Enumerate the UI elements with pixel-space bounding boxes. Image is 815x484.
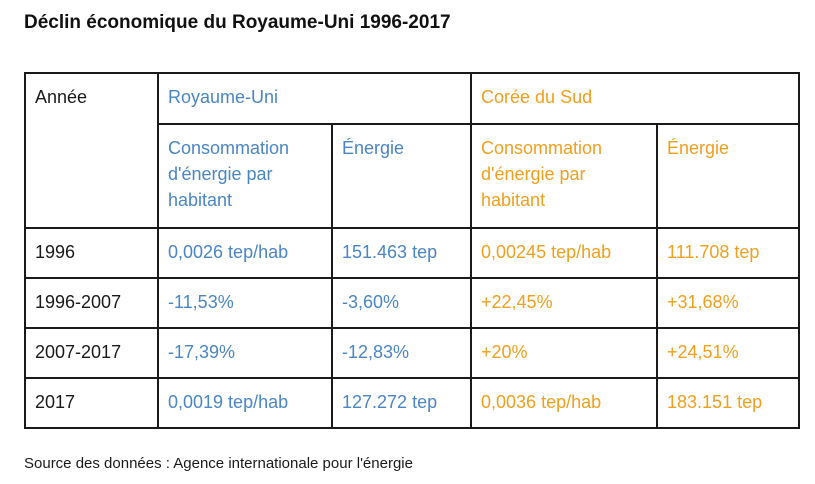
subheader-korea-energy: Énergie <box>656 123 801 229</box>
table-subheader-row: Consommation d'énergie par habitant Éner… <box>25 123 801 229</box>
subheader-uk-consumption: Consommation d'énergie par habitant <box>157 123 333 229</box>
cell-uk-energy: 127.272 tep <box>330 377 473 429</box>
subheader-uk-energy: Énergie <box>330 123 473 229</box>
cell-uk-consumption: -17,39% <box>157 327 333 379</box>
cell-korea-energy: +31,68% <box>656 277 801 329</box>
table-header-row: Année Royaume-Uni Corée du Sud <box>24 72 801 229</box>
table-row: 2017 0,0019 tep/hab 127.272 tep 0,0036 t… <box>24 377 801 429</box>
group-header-uk: Royaume-Uni <box>156 72 473 125</box>
table-row: 1996 0,0026 tep/hab 151.463 tep 0,00245 … <box>24 227 801 279</box>
row-year: 1996-2007 <box>24 277 159 329</box>
subheader-korea-consumption: Consommation d'énergie par habitant <box>470 123 659 229</box>
source-note: Source des données : Agence internationa… <box>24 455 413 472</box>
year-header: Année <box>24 72 159 229</box>
group-header-korea: Corée du Sud <box>470 72 801 125</box>
table-row: 2007-2017 -17,39% -12,83% +20% +24,51% <box>24 327 801 379</box>
cell-uk-consumption: -11,53% <box>157 277 333 329</box>
table-row: 1996-2007 -11,53% -3,60% +22,45% +31,68% <box>24 277 801 329</box>
cell-korea-consumption: 0,0036 tep/hab <box>470 377 659 429</box>
cell-uk-energy: 151.463 tep <box>330 227 473 279</box>
cell-korea-energy: +24,51% <box>656 327 801 379</box>
cell-uk-energy: -12,83% <box>330 327 473 379</box>
cell-korea-consumption: +22,45% <box>470 277 659 329</box>
cell-korea-energy: 183.151 tep <box>656 377 801 429</box>
cell-uk-energy: -3,60% <box>330 277 473 329</box>
cell-uk-consumption: 0,0026 tep/hab <box>157 227 333 279</box>
row-year: 2007-2017 <box>24 327 159 379</box>
cell-korea-consumption: +20% <box>470 327 659 379</box>
cell-uk-consumption: 0,0019 tep/hab <box>157 377 333 429</box>
row-year: 2017 <box>24 377 159 429</box>
cell-korea-consumption: 0,00245 tep/hab <box>470 227 659 279</box>
data-table: Année Royaume-Uni Corée du Sud Consommat… <box>24 72 801 429</box>
page-title: Déclin économique du Royaume-Uni 1996-20… <box>24 12 451 33</box>
row-year: 1996 <box>24 227 159 279</box>
cell-korea-energy: 111.708 tep <box>656 227 801 279</box>
